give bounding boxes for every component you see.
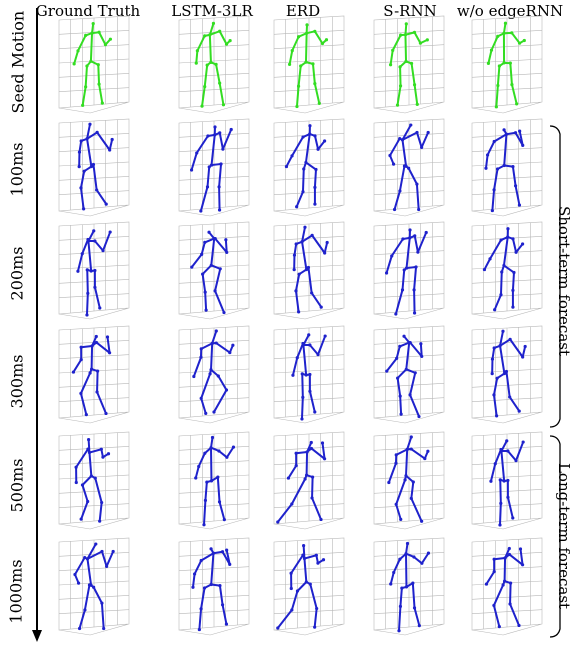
row-label-300ms: 300ms	[7, 354, 27, 409]
short-term-forecast-label: Short-term forecast	[555, 206, 570, 356]
pose-panel-500ms-ground-truth	[58, 431, 130, 530]
pose-panel-200ms-erd	[273, 221, 345, 320]
pose-panel-1000ms-wo-edgernn	[471, 537, 543, 636]
row-label-500ms: 500ms	[7, 458, 27, 513]
long-term-bracket	[549, 435, 561, 638]
pose-panel-200ms-lstm-3lr	[178, 221, 250, 320]
pose-panel-1000ms-ground-truth	[58, 537, 130, 636]
row-label-100ms: 100ms	[7, 142, 27, 197]
pose-panel-300ms-lstm-3lr	[178, 325, 250, 424]
pose-panel-seed-s-rnn	[373, 15, 445, 114]
pose-panel-500ms-erd	[273, 431, 345, 530]
time-axis-arrow	[32, 8, 42, 642]
pose-panel-seed-ground-truth	[58, 15, 130, 114]
pose-panel-100ms-lstm-3lr	[178, 118, 250, 217]
pose-panel-seed-wo-edgernn	[471, 15, 543, 114]
pose-panel-100ms-erd	[273, 118, 345, 217]
pose-panel-seed-lstm-3lr	[178, 15, 250, 114]
pose-panel-100ms-ground-truth	[58, 118, 130, 217]
pose-panel-1000ms-s-rnn	[373, 537, 445, 636]
pose-panel-300ms-ground-truth	[58, 325, 130, 424]
pose-panel-1000ms-lstm-3lr	[178, 537, 250, 636]
pose-panel-300ms-wo-edgernn	[471, 325, 543, 424]
pose-panel-200ms-ground-truth	[58, 221, 130, 320]
pose-panel-seed-erd	[273, 15, 345, 114]
pose-panel-500ms-lstm-3lr	[178, 431, 250, 530]
pose-panel-200ms-wo-edgernn	[471, 221, 543, 320]
column-header-lstm-3lr: LSTM-3LR	[171, 2, 253, 20]
pose-panel-100ms-s-rnn	[373, 118, 445, 217]
pose-panel-200ms-s-rnn	[373, 221, 445, 320]
column-header-wo-edgernn: w/o edgeRNN	[456, 2, 564, 20]
row-label-1000ms: 1000ms	[6, 559, 26, 624]
long-term-forecast-label: Long-term forecast	[555, 462, 570, 610]
row-label-seed-motion: Seed Motion	[8, 10, 28, 114]
short-term-bracket	[549, 125, 561, 428]
pose-panel-500ms-s-rnn	[373, 431, 445, 530]
column-header-erd: ERD	[285, 2, 321, 20]
row-label-200ms: 200ms	[7, 246, 27, 301]
pose-panel-1000ms-erd	[273, 537, 345, 636]
pose-panel-100ms-wo-edgernn	[471, 118, 543, 217]
pose-panel-300ms-erd	[273, 325, 345, 424]
column-header-ground-truth: Ground Truth	[35, 2, 141, 20]
pose-panel-300ms-s-rnn	[373, 325, 445, 424]
column-header-s-rnn: S-RNN	[383, 2, 437, 20]
pose-panel-500ms-wo-edgernn	[471, 431, 543, 530]
